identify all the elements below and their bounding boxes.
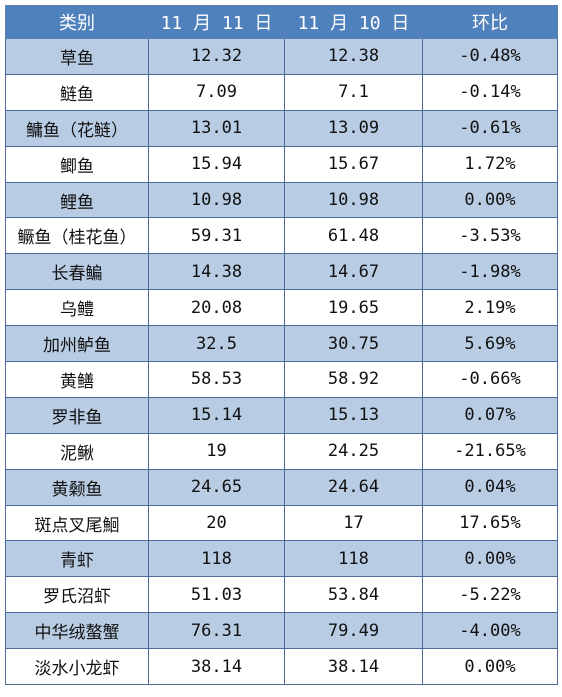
nov-11-price-cell: 32.5 (148, 325, 285, 363)
category-cell: 罗非鱼 (5, 396, 149, 434)
change-cell: 0.00% (422, 648, 558, 686)
table-row: 鲫鱼 15.94 15.67 1.72% (5, 145, 558, 183)
nov-10-price-cell: 24.64 (284, 468, 423, 506)
nov-10-price-cell: 10.98 (284, 181, 423, 219)
nov-10-price-cell: 79.49 (284, 612, 423, 650)
table-body: 草鱼 12.32 12.38 -0.48% 鲢鱼 7.09 7.1 -0.14% 鳙鱼（花鲢） 1… (5, 38, 558, 686)
category-cell: 罗氏沼虾 (5, 576, 149, 614)
table-row: 鲤鱼 10.98 10.98 0.00% (5, 181, 558, 219)
change-cell: 0.00% (422, 540, 558, 578)
table-row: 长春鳊 14.38 14.67 -1.98% (5, 253, 558, 291)
category-cell: 青虾 (5, 540, 149, 578)
category-cell: 鲤鱼 (5, 181, 149, 219)
change-cell: 17.65% (422, 504, 558, 542)
table-row: 罗氏沼虾 51.03 53.84 -5.22% (5, 576, 558, 614)
column-header-nov-11: 11 月 11 日 (148, 5, 285, 39)
change-cell: 0.00% (422, 181, 558, 219)
table-row: 斑点叉尾鮰 20 17 17.65% (5, 504, 558, 542)
category-cell: 鲫鱼 (5, 145, 149, 183)
nov-11-price-cell: 38.14 (148, 648, 285, 686)
change-cell: -0.61% (422, 109, 558, 147)
change-cell: 5.69% (422, 325, 558, 363)
category-cell: 鳙鱼（花鲢） (5, 109, 149, 147)
nov-11-price-cell: 15.14 (148, 396, 285, 434)
category-cell: 淡水小龙虾 (5, 648, 149, 686)
table-row: 草鱼 12.32 12.38 -0.48% (5, 38, 558, 75)
nov-10-price-cell: 7.1 (284, 73, 423, 111)
table-row: 淡水小龙虾 38.14 38.14 0.00% (5, 648, 558, 686)
nov-11-price-cell: 24.65 (148, 468, 285, 506)
table-row: 乌鳢 20.08 19.65 2.19% (5, 289, 558, 327)
table-row: 鲢鱼 7.09 7.1 -0.14% (5, 73, 558, 111)
nov-11-price-cell: 59.31 (148, 217, 285, 255)
table-row: 泥鳅 19 24.25 -21.65% (5, 432, 558, 470)
price-table-container: 类别 11 月 11 日 11 月 10 日 环比 草鱼 12.32 12.38 -0… (5, 5, 558, 686)
table-row: 黄鳝 58.53 58.92 -0.66% (5, 361, 558, 398)
nov-10-price-cell: 15.13 (284, 396, 423, 434)
change-cell: -0.48% (422, 38, 558, 75)
nov-11-price-cell: 13.01 (148, 109, 285, 147)
change-cell: 0.07% (422, 396, 558, 434)
category-cell: 乌鳢 (5, 289, 149, 327)
category-cell: 草鱼 (5, 38, 149, 75)
category-cell: 黄鳝 (5, 361, 149, 398)
category-cell: 长春鳊 (5, 253, 149, 291)
category-cell: 鳜鱼（桂花鱼） (5, 217, 149, 255)
nov-11-price-cell: 76.31 (148, 612, 285, 650)
nov-11-price-cell: 12.32 (148, 38, 285, 75)
nov-10-price-cell: 61.48 (284, 217, 423, 255)
change-cell: -0.66% (422, 361, 558, 398)
change-cell: 0.04% (422, 468, 558, 506)
table-row: 中华绒螯蟹 76.31 79.49 -4.00% (5, 612, 558, 650)
change-cell: -3.53% (422, 217, 558, 255)
table-row: 青虾 118 118 0.00% (5, 540, 558, 578)
column-header-change: 环比 (422, 5, 558, 39)
category-cell: 黄颡鱼 (5, 468, 149, 506)
nov-10-price-cell: 24.25 (284, 432, 423, 470)
column-header-category: 类别 (5, 5, 149, 39)
change-cell: 1.72% (422, 145, 558, 183)
nov-10-price-cell: 38.14 (284, 648, 423, 686)
table-row: 鳜鱼（桂花鱼） 59.31 61.48 -3.53% (5, 217, 558, 255)
change-cell: -0.14% (422, 73, 558, 111)
nov-10-price-cell: 19.65 (284, 289, 423, 327)
nov-11-price-cell: 118 (148, 540, 285, 578)
table-row: 鳙鱼（花鲢） 13.01 13.09 -0.61% (5, 109, 558, 147)
nov-10-price-cell: 58.92 (284, 361, 423, 398)
price-table: 类别 11 月 11 日 11 月 10 日 环比 草鱼 12.32 12.38 -0… (5, 5, 558, 686)
change-cell: -1.98% (422, 253, 558, 291)
nov-11-price-cell: 20 (148, 504, 285, 542)
change-cell: -21.65% (422, 432, 558, 470)
nov-11-price-cell: 15.94 (148, 145, 285, 183)
table-row: 黄颡鱼 24.65 24.64 0.04% (5, 468, 558, 506)
nov-11-price-cell: 14.38 (148, 253, 285, 291)
nov-11-price-cell: 58.53 (148, 361, 285, 398)
change-cell: -4.00% (422, 612, 558, 650)
nov-10-price-cell: 118 (284, 540, 423, 578)
nov-10-price-cell: 30.75 (284, 325, 423, 363)
change-cell: 2.19% (422, 289, 558, 327)
nov-10-price-cell: 15.67 (284, 145, 423, 183)
nov-10-price-cell: 12.38 (284, 38, 423, 75)
table-row: 罗非鱼 15.14 15.13 0.07% (5, 396, 558, 434)
nov-10-price-cell: 53.84 (284, 576, 423, 614)
nov-11-price-cell: 51.03 (148, 576, 285, 614)
table-header: 类别 11 月 11 日 11 月 10 日 环比 (5, 5, 558, 39)
nov-11-price-cell: 10.98 (148, 181, 285, 219)
change-cell: -5.22% (422, 576, 558, 614)
nov-11-price-cell: 7.09 (148, 73, 285, 111)
category-cell: 泥鳅 (5, 432, 149, 470)
nov-10-price-cell: 14.67 (284, 253, 423, 291)
table-row: 加州鲈鱼 32.5 30.75 5.69% (5, 325, 558, 363)
nov-10-price-cell: 13.09 (284, 109, 423, 147)
header-row: 类别 11 月 11 日 11 月 10 日 环比 (5, 5, 558, 39)
category-cell: 中华绒螯蟹 (5, 612, 149, 650)
nov-11-price-cell: 19 (148, 432, 285, 470)
column-header-nov-10: 11 月 10 日 (284, 5, 423, 39)
category-cell: 鲢鱼 (5, 73, 149, 111)
category-cell: 加州鲈鱼 (5, 325, 149, 363)
nov-11-price-cell: 20.08 (148, 289, 285, 327)
nov-10-price-cell: 17 (284, 504, 423, 542)
category-cell: 斑点叉尾鮰 (5, 504, 149, 542)
